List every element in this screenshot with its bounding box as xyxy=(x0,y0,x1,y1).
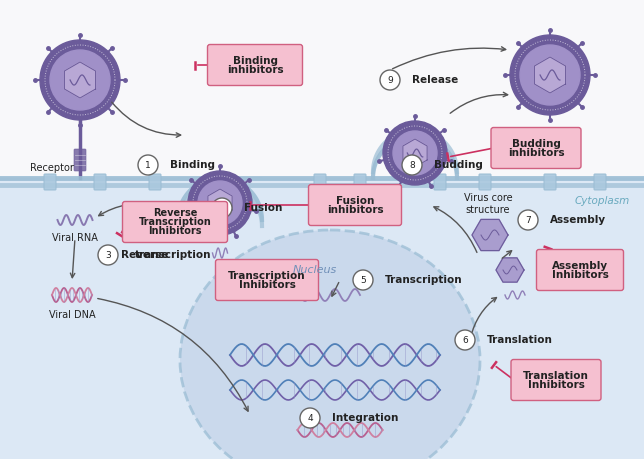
Text: Budding: Budding xyxy=(434,160,483,170)
Ellipse shape xyxy=(180,230,480,459)
FancyBboxPatch shape xyxy=(74,149,86,171)
Text: Budding: Budding xyxy=(511,139,560,149)
FancyBboxPatch shape xyxy=(216,259,319,301)
FancyBboxPatch shape xyxy=(149,174,161,190)
Polygon shape xyxy=(64,62,95,98)
Text: Reverse: Reverse xyxy=(153,208,197,218)
Text: Transcription: Transcription xyxy=(138,217,211,227)
Text: inhibitors: inhibitors xyxy=(227,65,283,74)
Circle shape xyxy=(393,131,437,175)
Text: 1: 1 xyxy=(145,161,151,169)
Text: Viral DNA: Viral DNA xyxy=(49,310,95,320)
Circle shape xyxy=(380,70,400,90)
Text: Inhibitors: Inhibitors xyxy=(148,226,202,236)
Text: Transcription: Transcription xyxy=(385,275,462,285)
Text: Viral RNA: Viral RNA xyxy=(52,233,98,243)
Polygon shape xyxy=(496,258,524,282)
FancyBboxPatch shape xyxy=(207,45,303,85)
Text: 5: 5 xyxy=(360,275,366,285)
Polygon shape xyxy=(178,178,262,220)
Text: Binding: Binding xyxy=(232,56,278,66)
Text: Integration: Integration xyxy=(332,413,399,423)
Text: Transcription: Transcription xyxy=(228,270,306,280)
Polygon shape xyxy=(208,189,232,217)
FancyBboxPatch shape xyxy=(308,185,401,225)
Text: Reverse: Reverse xyxy=(121,250,168,260)
FancyBboxPatch shape xyxy=(544,174,556,190)
FancyBboxPatch shape xyxy=(434,174,446,190)
FancyBboxPatch shape xyxy=(314,174,326,190)
Circle shape xyxy=(402,155,422,175)
Text: Release: Release xyxy=(412,75,459,85)
FancyBboxPatch shape xyxy=(122,202,227,242)
Circle shape xyxy=(138,155,158,175)
Text: Receptor: Receptor xyxy=(30,163,74,173)
Polygon shape xyxy=(535,57,565,93)
FancyBboxPatch shape xyxy=(594,174,606,190)
Circle shape xyxy=(518,210,538,230)
Text: 6: 6 xyxy=(462,336,468,345)
Text: Assembly: Assembly xyxy=(550,215,606,225)
Text: Translation: Translation xyxy=(523,370,589,381)
Text: Inhibitors: Inhibitors xyxy=(527,380,585,390)
Text: 2: 2 xyxy=(219,203,225,213)
Text: 7: 7 xyxy=(525,215,531,224)
Text: Inhibitors: Inhibitors xyxy=(551,269,609,280)
Text: 3: 3 xyxy=(105,251,111,259)
FancyBboxPatch shape xyxy=(94,174,106,190)
FancyBboxPatch shape xyxy=(491,128,581,168)
Text: Assembly: Assembly xyxy=(552,261,608,270)
FancyBboxPatch shape xyxy=(44,174,56,190)
Text: 8: 8 xyxy=(409,161,415,169)
Text: Cytoplasm: Cytoplasm xyxy=(574,196,630,206)
FancyBboxPatch shape xyxy=(511,359,601,401)
Polygon shape xyxy=(472,219,508,251)
Circle shape xyxy=(383,121,447,185)
Text: transcription: transcription xyxy=(135,250,211,260)
FancyBboxPatch shape xyxy=(354,174,366,190)
Circle shape xyxy=(50,50,110,110)
Text: inhibitors: inhibitors xyxy=(507,147,564,157)
Text: Translation: Translation xyxy=(487,335,553,345)
Circle shape xyxy=(40,40,120,120)
Circle shape xyxy=(510,35,590,115)
Circle shape xyxy=(198,181,242,225)
Text: 9: 9 xyxy=(387,75,393,84)
Circle shape xyxy=(98,245,118,265)
Polygon shape xyxy=(373,136,457,178)
FancyBboxPatch shape xyxy=(536,250,623,291)
Text: Inhibitors: Inhibitors xyxy=(238,280,296,290)
Text: Fusion: Fusion xyxy=(244,203,282,213)
Text: Fusion: Fusion xyxy=(336,196,374,206)
Text: Binding: Binding xyxy=(170,160,215,170)
Circle shape xyxy=(353,270,373,290)
Polygon shape xyxy=(403,139,427,167)
Bar xyxy=(0,178,644,459)
FancyBboxPatch shape xyxy=(479,174,491,190)
Text: inhibitors: inhibitors xyxy=(327,205,383,214)
Circle shape xyxy=(188,171,252,235)
Circle shape xyxy=(212,198,232,218)
Text: 4: 4 xyxy=(307,414,313,422)
Circle shape xyxy=(520,45,580,105)
Text: Virus core
structure: Virus core structure xyxy=(464,193,513,215)
Text: Nucleus: Nucleus xyxy=(293,265,337,275)
Circle shape xyxy=(455,330,475,350)
Circle shape xyxy=(300,408,320,428)
